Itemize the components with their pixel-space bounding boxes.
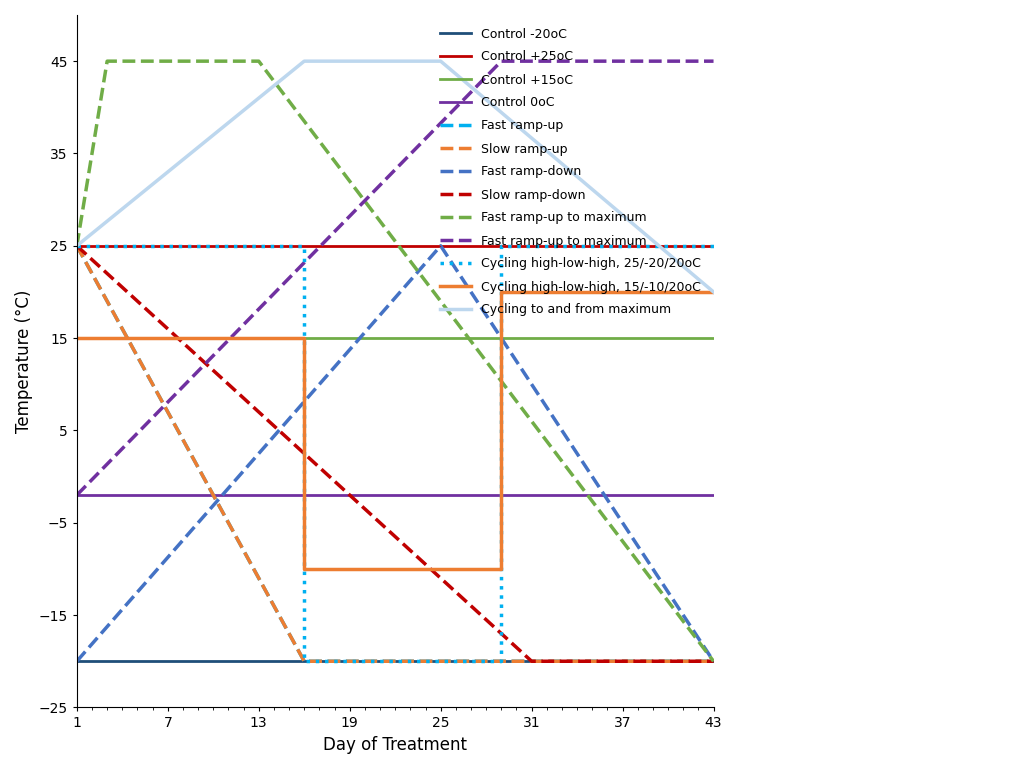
Slow ramp-down: [71, 241, 83, 251]
Fast ramp-up: [71, 241, 83, 251]
Fast ramp-up to maximum: [71, 241, 83, 251]
Cycling high-low-high, 25/-20/20oC: [298, 241, 310, 251]
Legend: Control -20oC, Control +25oC, Control +15oC, Control 0oC, Fast ramp-up, Slow ram: Control -20oC, Control +25oC, Control +1…: [433, 22, 708, 323]
Cycling high-low-high, 25/-20/20oC: [496, 241, 508, 251]
Cycling high-low-high, 15/-10/20oC: [71, 334, 83, 343]
Slow ramp-up: [71, 241, 83, 251]
Fast ramp-down: [434, 241, 446, 251]
Fast ramp-up to maximum: [253, 57, 265, 66]
Fast ramp-up to maximum: [496, 57, 508, 66]
Cycling high-low-high, 25/-20/20oC: [708, 241, 720, 251]
Cycling high-low-high, 25/-20/20oC: [298, 657, 310, 666]
Slow ramp-up: [708, 657, 720, 666]
Line: Cycling high-low-high, 25/-20/20oC: Cycling high-low-high, 25/-20/20oC: [77, 246, 714, 661]
Cycling high-low-high, 15/-10/20oC: [708, 288, 720, 297]
Cycling high-low-high, 25/-20/20oC: [71, 241, 83, 251]
Fast ramp-down: [708, 657, 720, 666]
Cycling high-low-high, 15/-10/20oC: [298, 564, 310, 574]
Cycling to and from maximum: [434, 57, 446, 66]
Line: Cycling high-low-high, 15/-10/20oC: Cycling high-low-high, 15/-10/20oC: [77, 292, 714, 569]
Line: Slow ramp-down: Slow ramp-down: [77, 246, 714, 661]
Line: Slow ramp-up: Slow ramp-up: [77, 246, 714, 661]
X-axis label: Day of Treatment: Day of Treatment: [324, 736, 467, 754]
Line: Fast ramp-down: Fast ramp-down: [77, 246, 714, 661]
Line: Cycling to and from maximum: Cycling to and from maximum: [77, 62, 714, 292]
Cycling high-low-high, 15/-10/20oC: [496, 288, 508, 297]
Fast ramp-up: [298, 657, 310, 666]
Fast ramp-up to maximum: [708, 657, 720, 666]
Slow ramp-down: [525, 657, 538, 666]
Cycling high-low-high, 15/-10/20oC: [496, 564, 508, 574]
Fast ramp-up to maximum: [708, 57, 720, 66]
Cycling to and from maximum: [71, 241, 83, 251]
Cycling to and from maximum: [708, 288, 720, 297]
Line: Fast ramp-up to maximum: Fast ramp-up to maximum: [77, 62, 714, 495]
Y-axis label: Temperature (°C): Temperature (°C): [15, 289, 33, 433]
Fast ramp-down: [71, 657, 83, 666]
Slow ramp-up: [298, 657, 310, 666]
Line: Fast ramp-up to maximum: Fast ramp-up to maximum: [77, 62, 714, 661]
Fast ramp-up to maximum: [101, 57, 114, 66]
Cycling high-low-high, 15/-10/20oC: [298, 334, 310, 343]
Cycling to and from maximum: [298, 57, 310, 66]
Line: Fast ramp-up: Fast ramp-up: [77, 246, 714, 661]
Slow ramp-down: [708, 657, 720, 666]
Cycling high-low-high, 25/-20/20oC: [496, 657, 508, 666]
Fast ramp-up: [708, 657, 720, 666]
Fast ramp-up to maximum: [71, 491, 83, 500]
